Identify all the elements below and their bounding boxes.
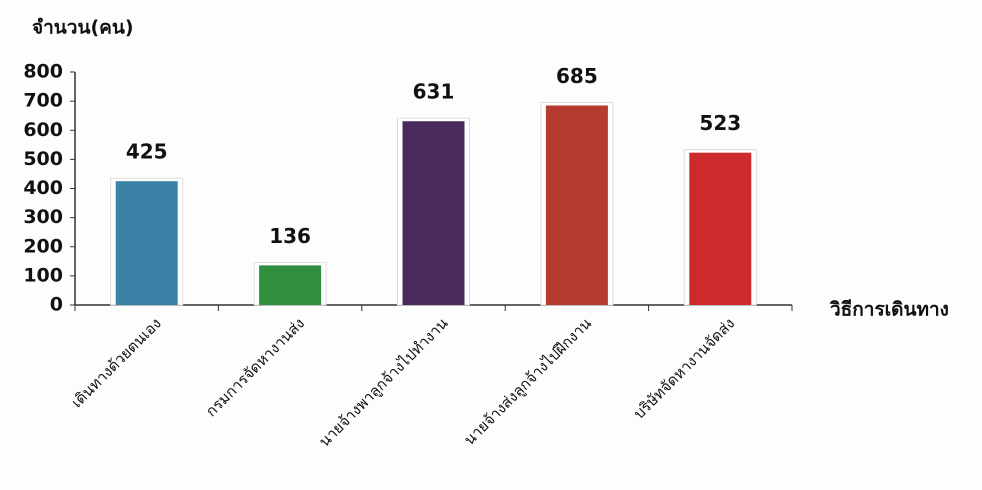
bar — [115, 181, 178, 305]
bar — [545, 105, 608, 306]
y-tick-label: 500 — [23, 148, 63, 170]
x-axis-title: วิธีการเดินทาง — [830, 299, 949, 321]
bar — [689, 152, 752, 305]
x-tick-label: กรมการจัดหางานส่ง — [202, 314, 308, 420]
value-label: 685 — [556, 64, 598, 88]
x-tick-label: เดินทางด้วยตนเอง — [68, 314, 165, 411]
y-tick-label: 800 — [23, 61, 63, 83]
value-label: 136 — [269, 224, 311, 248]
y-tick-label: 600 — [23, 119, 63, 141]
y-tick-label: 0 — [50, 294, 63, 316]
y-tick-label: 100 — [23, 264, 63, 286]
value-label: 523 — [699, 111, 741, 135]
value-label: 631 — [413, 80, 455, 104]
bar — [402, 121, 465, 305]
y-tick-label: 700 — [23, 90, 63, 112]
value-label: 425 — [126, 140, 168, 164]
x-tick-label: บริษัทจัดหางานจัดส่ง — [630, 314, 738, 422]
y-axis-title: จำนวน(คน) — [32, 17, 134, 39]
y-tick-label: 300 — [23, 206, 63, 228]
y-tick-label: 400 — [23, 177, 63, 199]
x-tick-label: นายจ้างพาลูกจ้างไปทำงาน — [315, 314, 451, 450]
bar — [259, 265, 322, 305]
y-tick-label: 200 — [23, 235, 63, 257]
x-tick-label: นายจ้างส่งลูกจ้างไปฝึกงาน — [460, 314, 595, 449]
